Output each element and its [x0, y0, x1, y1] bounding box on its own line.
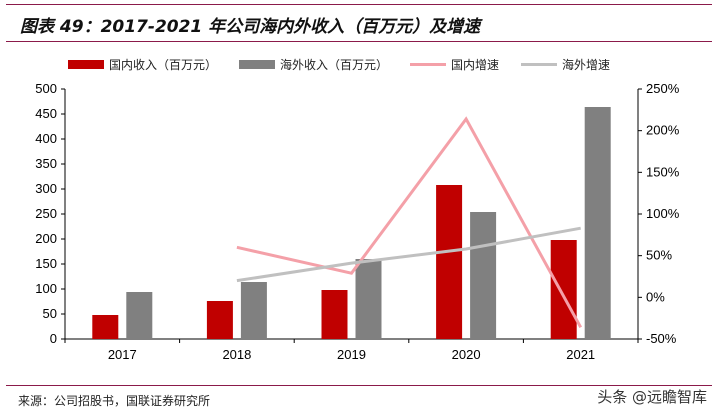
y-tick-label: 500	[35, 81, 57, 96]
y-tick-label: 300	[35, 181, 57, 196]
y2-tick-label: 200%	[646, 123, 680, 138]
legend-swatch	[521, 63, 558, 66]
bar	[321, 290, 348, 339]
y-tick-label: 200	[35, 231, 57, 246]
x-tick-label: 2017	[108, 347, 137, 362]
source-note: 来源：公司招股书，国联证券研究所	[18, 394, 211, 408]
bar	[240, 282, 267, 339]
legend-swatch	[410, 63, 447, 66]
legend-item: 海外增速	[521, 56, 610, 73]
y2-tick-label: 250%	[646, 81, 680, 96]
y2-tick-label: 150%	[646, 164, 680, 179]
y2-tick-label: -50%	[646, 331, 677, 346]
y-tick-label: 400	[35, 131, 57, 146]
bar	[584, 107, 611, 339]
legend-label: 国内增速	[451, 58, 500, 72]
y2-tick-label: 50%	[646, 248, 672, 263]
growth-line	[236, 116, 583, 329]
x-tick-label: 2018	[222, 347, 251, 362]
top-rule	[6, 4, 712, 5]
y-tick-label: 0	[50, 331, 57, 346]
y-tick-label: 450	[35, 106, 57, 121]
y-tick-label: 150	[35, 256, 57, 271]
legend-label: 海外收入（百万元）	[280, 58, 389, 72]
bar	[436, 185, 463, 339]
y-tick-label: 250	[35, 206, 57, 221]
legend-swatch	[239, 60, 276, 69]
x-tick-label: 2021	[566, 347, 595, 362]
legend: 国内收入（百万元） 海外收入（百万元） 国内增速 海外增速	[68, 56, 610, 73]
bar	[550, 240, 577, 339]
x-tick-label: 2020	[452, 347, 481, 362]
figure-title: 图表 49：2017-2021 年公司海内外收入（百万元）及增速	[20, 17, 481, 37]
legend-swatch	[68, 60, 104, 69]
legend-label: 国内收入（百万元）	[109, 58, 218, 72]
bar	[126, 292, 153, 339]
y2-tick-label: 100%	[646, 206, 680, 221]
legend-item: 国内增速	[410, 56, 499, 73]
y-tick-label: 50	[43, 306, 57, 321]
legend-item: 国内收入（百万元）	[68, 56, 217, 73]
legend-label: 海外增速	[562, 58, 611, 72]
bottom-rule	[6, 385, 712, 386]
growth-line	[236, 226, 581, 283]
bar	[206, 301, 233, 339]
y-tick-label: 350	[35, 156, 57, 171]
x-tick-label: 2019	[337, 347, 366, 362]
y-tick-label: 100	[35, 281, 57, 296]
bar	[355, 259, 382, 339]
watermark: 头条 @远瞻智库	[597, 388, 707, 406]
title-rule	[6, 41, 712, 42]
bar	[92, 315, 119, 339]
legend-item: 海外收入（百万元）	[239, 56, 388, 73]
y2-tick-label: 0%	[646, 289, 665, 304]
bar	[470, 212, 497, 339]
